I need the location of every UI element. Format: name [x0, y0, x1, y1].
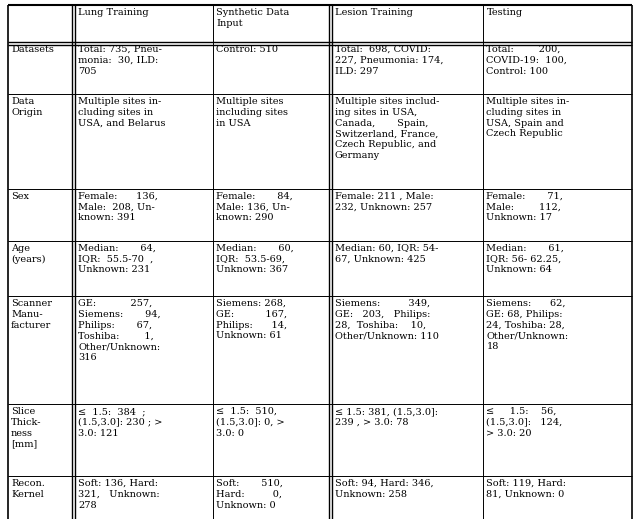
Text: Female:       71,
Male:        112,
Unknown: 17: Female: 71, Male: 112, Unknown: 17 [486, 192, 563, 223]
Text: Age
(years): Age (years) [11, 244, 45, 264]
Text: Female: 211 , Male:
232, Unknown: 257: Female: 211 , Male: 232, Unknown: 257 [335, 192, 433, 212]
Text: Median:       61,
IQR: 56- 62.25,
Unknown: 64: Median: 61, IQR: 56- 62.25, Unknown: 64 [486, 244, 564, 275]
Text: Female:      136,
Male:  208, Un-
known: 391: Female: 136, Male: 208, Un- known: 391 [78, 192, 158, 223]
Text: Soft: 119, Hard:
81, Unknown: 0: Soft: 119, Hard: 81, Unknown: 0 [486, 479, 566, 499]
Text: Sex: Sex [11, 192, 29, 201]
Text: Siemens:      62,
GE: 68, Philips:
24, Toshiba: 28,
Other/Unknown:
18: Siemens: 62, GE: 68, Philips: 24, Toshib… [486, 299, 568, 351]
Text: Multiple sites in-
cluding sites in
USA, Spain and
Czech Republic: Multiple sites in- cluding sites in USA,… [486, 97, 570, 138]
Text: ≤ 1.5: 381, (1.5,3.0]:
239 , > 3.0: 78: ≤ 1.5: 381, (1.5,3.0]: 239 , > 3.0: 78 [335, 407, 438, 427]
Text: Total:  698, COVID:
227, Pneumonia: 174,
ILD: 297: Total: 698, COVID: 227, Pneumonia: 174, … [335, 45, 444, 75]
Text: Median:       64,
IQR:  55.5-70  ,
Unknown: 231: Median: 64, IQR: 55.5-70 , Unknown: 231 [78, 244, 156, 275]
Text: Multiple sites
including sites
in USA: Multiple sites including sites in USA [216, 97, 288, 128]
Text: Slice
Thick-
ness
[mm]: Slice Thick- ness [mm] [11, 407, 42, 448]
Text: ≤     1.5:    56,
(1.5,3.0]:   124,
> 3.0: 20: ≤ 1.5: 56, (1.5,3.0]: 124, > 3.0: 20 [486, 407, 563, 438]
Text: Median: 60, IQR: 54-
67, Unknown: 425: Median: 60, IQR: 54- 67, Unknown: 425 [335, 244, 438, 264]
Text: Siemens: 268,
GE:          167,
Philips:      14,
Unknown: 61: Siemens: 268, GE: 167, Philips: 14, Unkn… [216, 299, 287, 340]
Text: Soft:       510,
Hard:         0,
Unknown: 0: Soft: 510, Hard: 0, Unknown: 0 [216, 479, 283, 510]
Text: Control: 510: Control: 510 [216, 45, 278, 54]
Text: Soft: 94, Hard: 346,
Unknown: 258: Soft: 94, Hard: 346, Unknown: 258 [335, 479, 433, 499]
Text: Datasets: Datasets [11, 45, 54, 54]
Text: ≤  1.5:  384  ;
(1.5,3.0]: 230 ; >
3.0: 121: ≤ 1.5: 384 ; (1.5,3.0]: 230 ; > 3.0: 121 [78, 407, 163, 438]
Text: Testing: Testing [486, 8, 523, 17]
Text: Multiple sites in-
cluding sites in
USA, and Belarus: Multiple sites in- cluding sites in USA,… [78, 97, 166, 128]
Text: Soft: 136, Hard:
321,   Unknown:
278: Soft: 136, Hard: 321, Unknown: 278 [78, 479, 160, 510]
Text: ≤  1.5:  510,
(1.5,3.0]: 0, >
3.0: 0: ≤ 1.5: 510, (1.5,3.0]: 0, > 3.0: 0 [216, 407, 285, 438]
Text: Siemens:         349,
GE:   203,   Philips:
28,  Toshiba:    10,
Other/Unknown: : Siemens: 349, GE: 203, Philips: 28, Tosh… [335, 299, 438, 340]
Text: Median:       60,
IQR:  53.5-69,
Unknown: 367: Median: 60, IQR: 53.5-69, Unknown: 367 [216, 244, 294, 275]
Text: Lesion Training: Lesion Training [335, 8, 413, 17]
Text: Data
Origin: Data Origin [11, 97, 42, 117]
Text: Female:       84,
Male: 136, Un-
known: 290: Female: 84, Male: 136, Un- known: 290 [216, 192, 293, 223]
Text: GE:           257,
Siemens:       94,
Philips:       67,
Toshiba:        1,
Othe: GE: 257, Siemens: 94, Philips: 67, Toshi… [78, 299, 161, 362]
Text: Scanner
Manu-
facturer: Scanner Manu- facturer [11, 299, 52, 330]
Text: Multiple sites includ-
ing sites in USA,
Canada,       Spain,
Switzerland, Franc: Multiple sites includ- ing sites in USA,… [335, 97, 439, 160]
Text: Synthetic Data
Input: Synthetic Data Input [216, 8, 289, 28]
Text: Recon.
Kernel: Recon. Kernel [11, 479, 45, 499]
Text: Lung Training: Lung Training [78, 8, 149, 17]
Text: Total:        200,
COVID-19:  100,
Control: 100: Total: 200, COVID-19: 100, Control: 100 [486, 45, 568, 75]
Text: Total: 735, Pneu-
monia:  30, ILD:
705: Total: 735, Pneu- monia: 30, ILD: 705 [78, 45, 162, 75]
